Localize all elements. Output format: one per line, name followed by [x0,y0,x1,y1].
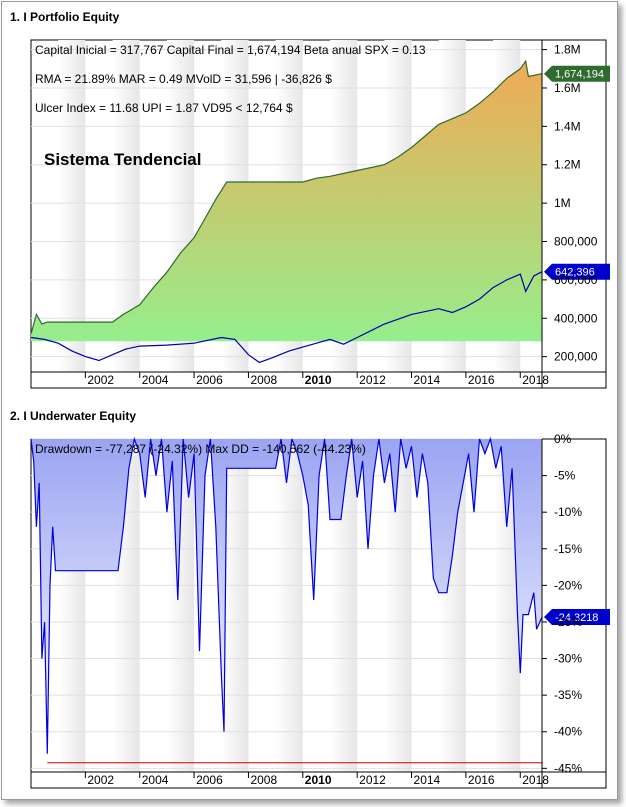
x-tick-label: 2012 [359,773,386,787]
series-end-label: 642,396 [544,263,610,280]
y-tick-label: 1.4M [554,119,581,133]
x-tick-label: 2010 [305,373,332,387]
chart-window: 1. I Portfolio Equity 2. I Underwater Eq… [1,1,618,800]
series-area [31,439,542,754]
info-line: Drawdown = -77,287 (-24.32%) Max DD = -1… [35,442,366,456]
x-tick-label: 2018 [522,373,549,387]
x-tick-label: 2010 [305,773,332,787]
y-tick-label: -40% [554,725,582,739]
y-tick-label: -45% [554,761,582,775]
series-area [31,61,542,342]
x-tick-label: 2008 [250,773,277,787]
svg-text:642,396: 642,396 [555,267,595,279]
y-tick-label: 1.8M [554,43,581,57]
y-tick-label: -25% [554,615,582,629]
y-tick-label: -5% [554,469,576,483]
x-tick-label: 2014 [414,773,441,787]
y-tick-label: 1.6M [554,81,581,95]
y-tick-label: 800,000 [554,235,598,249]
x-tick-label: 2016 [468,373,495,387]
x-tick-label: 2014 [414,373,441,387]
x-tick-label: 2002 [87,373,114,387]
x-tick-label: 2006 [196,373,223,387]
svg-text:-24.3218: -24.3218 [555,612,598,624]
series-end-label: -24.3218 [544,609,610,626]
series-line [30,436,543,754]
x-tick-label: 2016 [468,773,495,787]
y-tick-label: -30% [554,652,582,666]
x-tick-label: 2008 [250,373,277,387]
year-band [275,439,303,772]
y-tick-label: 600,000 [554,273,598,287]
x-tick-label: 2004 [142,373,169,387]
y-tick-label: 1M [554,196,571,210]
series-end-label: 1,674,194 [544,65,610,82]
x-tick-label: 2004 [142,773,169,787]
y-tick-label: -10% [554,505,582,519]
panel-title-underwater: 2. I Underwater Equity [10,409,137,423]
x-tick-label: 2002 [87,773,114,787]
panel-title-equity: 1. I Portfolio Equity [10,10,120,24]
info-line: Ulcer Index = 11.68 UPI = 1.87 VD95 < 12… [35,101,293,115]
x-tick-label: 2006 [196,773,223,787]
year-band [58,40,86,372]
year-band [384,439,412,772]
y-tick-label: 400,000 [554,311,598,325]
chart-annotation: Sistema Tendencial [44,150,201,169]
y-tick-label: -15% [554,542,582,556]
y-tick-label: 200,000 [554,350,598,364]
series-line [30,271,543,364]
series-line [30,59,543,335]
y-tick-label: -35% [554,688,582,702]
info-line: RMA = 21.89% MAR = 0.49 MVolD = 31,596 |… [35,72,332,86]
equity-chart: 1,674,194 642,396 200,000 400,000 600,000 800… [30,39,610,789]
info-line: Capital Inicial = 317,767 Capital Final … [35,43,426,57]
y-tick-label: 1.2M [554,158,581,172]
y-tick-label: -20% [554,578,582,592]
x-tick-label: 2018 [522,773,549,787]
svg-text:1,674,194: 1,674,194 [555,69,604,81]
x-tick-label: 2012 [359,373,386,387]
y-tick-label: 0% [554,432,572,446]
